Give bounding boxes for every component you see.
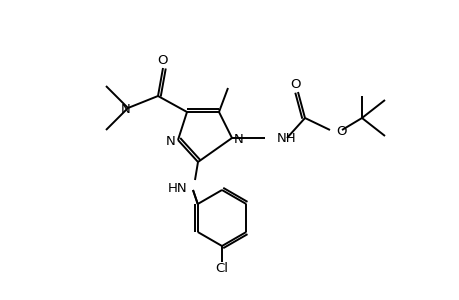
Text: N: N [166, 134, 175, 148]
Text: N: N [121, 103, 131, 116]
Text: HN: HN [167, 182, 187, 194]
Text: N: N [234, 133, 243, 146]
Text: NH: NH [276, 131, 296, 145]
Text: O: O [290, 77, 301, 91]
Text: O: O [157, 53, 168, 67]
Text: Cl: Cl [215, 262, 228, 275]
Text: O: O [335, 124, 346, 137]
